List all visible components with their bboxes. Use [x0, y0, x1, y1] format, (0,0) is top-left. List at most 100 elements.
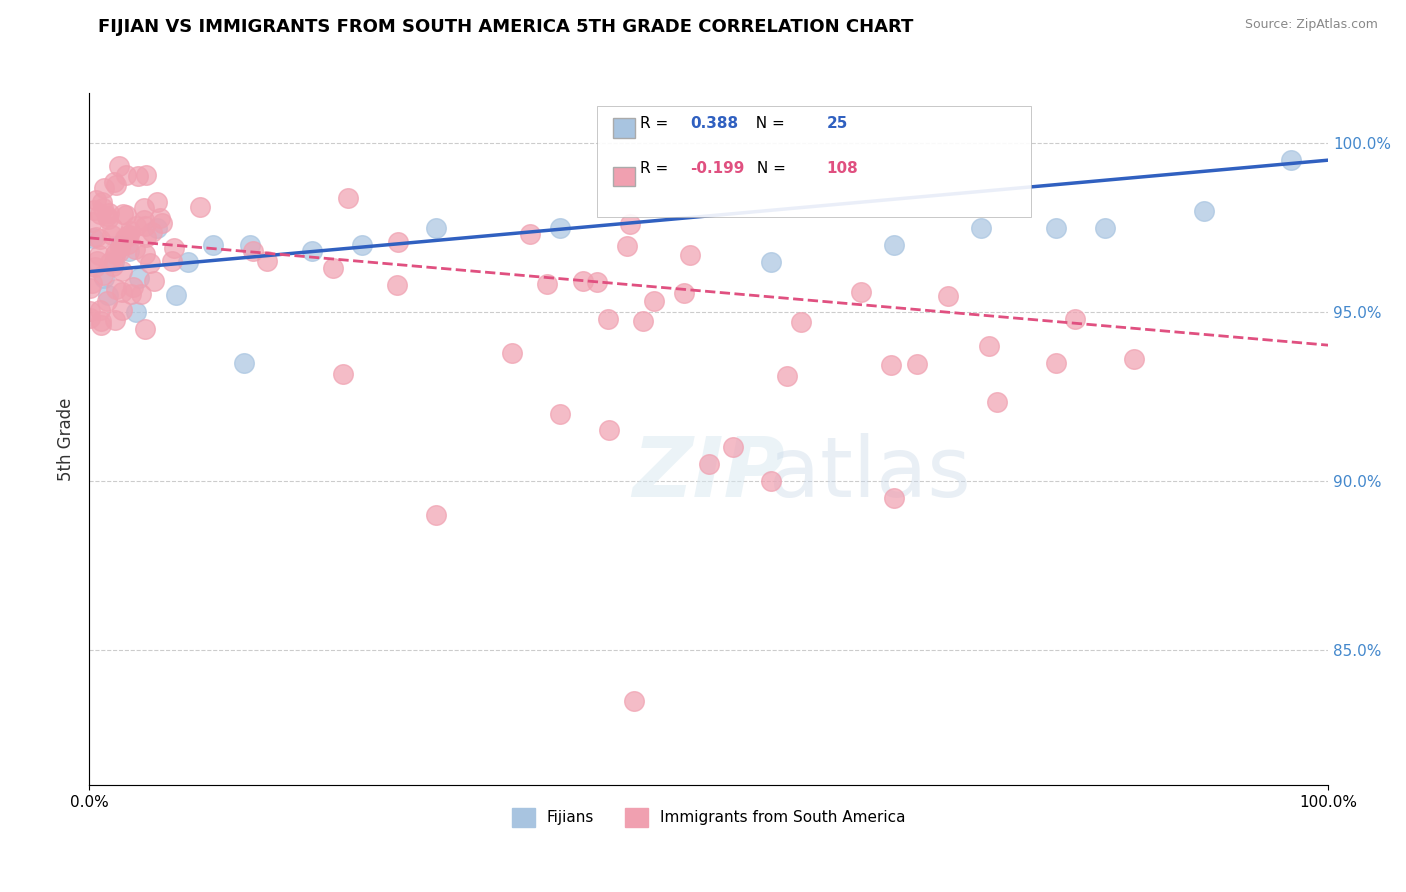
Point: [177, 254, 200, 268]
Point: [322, 260, 344, 275]
Point: [129, 287, 152, 301]
Point: [104, 178, 127, 193]
Point: [108, 240, 131, 254]
Point: [759, 474, 782, 488]
FancyBboxPatch shape: [613, 167, 636, 186]
Point: [337, 191, 360, 205]
Point: [121, 280, 143, 294]
Point: [108, 245, 131, 260]
Point: [616, 238, 638, 252]
Point: [128, 271, 150, 285]
Point: [79, 280, 101, 294]
Point: [104, 313, 127, 327]
Point: [759, 254, 782, 268]
Point: [89, 248, 111, 262]
Point: [143, 274, 166, 288]
Point: [101, 219, 124, 234]
Point: [91, 201, 114, 215]
Point: [146, 220, 169, 235]
Point: [97, 288, 120, 302]
Point: [519, 227, 541, 242]
Point: [141, 225, 163, 239]
Point: [233, 356, 256, 370]
Point: [146, 194, 169, 209]
Point: [256, 254, 278, 268]
Point: [132, 201, 155, 215]
Point: [108, 237, 131, 252]
Point: [118, 244, 141, 259]
Point: [631, 314, 654, 328]
Point: [160, 254, 183, 268]
Point: [387, 235, 409, 249]
Point: [425, 220, 447, 235]
Point: [134, 322, 156, 336]
Point: [89, 207, 111, 221]
Point: [82, 231, 104, 245]
Point: [127, 169, 149, 183]
Point: [572, 274, 595, 288]
Point: [114, 208, 136, 222]
Point: [79, 303, 101, 318]
Point: [350, 237, 373, 252]
Point: [103, 175, 125, 189]
Point: [104, 245, 127, 260]
Point: [986, 395, 1008, 409]
Point: [188, 200, 211, 214]
Point: [977, 339, 1000, 353]
Text: 25: 25: [827, 116, 848, 131]
Point: [1045, 220, 1067, 235]
Point: [108, 160, 131, 174]
Point: [880, 358, 903, 372]
Point: [548, 220, 571, 235]
Point: [98, 254, 121, 268]
Point: [673, 285, 696, 300]
Point: [96, 209, 118, 223]
Point: [90, 318, 112, 333]
Point: [548, 407, 571, 421]
Point: [93, 271, 115, 285]
Point: [165, 288, 187, 302]
Point: [134, 247, 156, 261]
Point: [82, 277, 104, 291]
Legend: Fijians, Immigrants from South America: Fijians, Immigrants from South America: [506, 802, 911, 833]
Point: [90, 314, 112, 328]
Text: atlas: atlas: [769, 433, 970, 514]
Point: [83, 203, 105, 218]
Text: -0.199: -0.199: [690, 161, 744, 177]
Text: Source: ZipAtlas.com: Source: ZipAtlas.com: [1244, 18, 1378, 31]
Point: [86, 254, 108, 268]
Point: [110, 285, 132, 300]
Point: [138, 256, 160, 270]
Point: [80, 215, 103, 229]
Point: [101, 228, 124, 243]
Point: [776, 369, 799, 384]
Point: [135, 230, 157, 244]
Text: ZIP: ZIP: [633, 433, 785, 514]
Text: FIJIAN VS IMMIGRANTS FROM SOUTH AMERICA 5TH GRADE CORRELATION CHART: FIJIAN VS IMMIGRANTS FROM SOUTH AMERICA …: [98, 18, 914, 36]
Text: R =: R =: [641, 116, 673, 131]
Point: [103, 260, 125, 274]
Point: [111, 207, 134, 221]
Point: [598, 424, 620, 438]
Point: [149, 211, 172, 226]
Point: [117, 237, 139, 252]
Point: [598, 312, 620, 326]
Point: [936, 288, 959, 302]
Point: [970, 220, 993, 235]
Point: [135, 169, 157, 183]
Text: 0.388: 0.388: [690, 116, 738, 131]
Point: [91, 268, 114, 282]
Point: [1045, 356, 1067, 370]
Point: [134, 219, 156, 233]
Point: [125, 219, 148, 233]
Point: [790, 315, 813, 329]
Point: [239, 237, 262, 252]
Point: [105, 282, 128, 296]
Point: [163, 241, 186, 255]
Point: [387, 278, 409, 293]
Point: [118, 227, 141, 242]
Point: [1192, 203, 1215, 218]
Point: [89, 302, 111, 317]
Point: [425, 508, 447, 522]
Point: [501, 346, 523, 360]
